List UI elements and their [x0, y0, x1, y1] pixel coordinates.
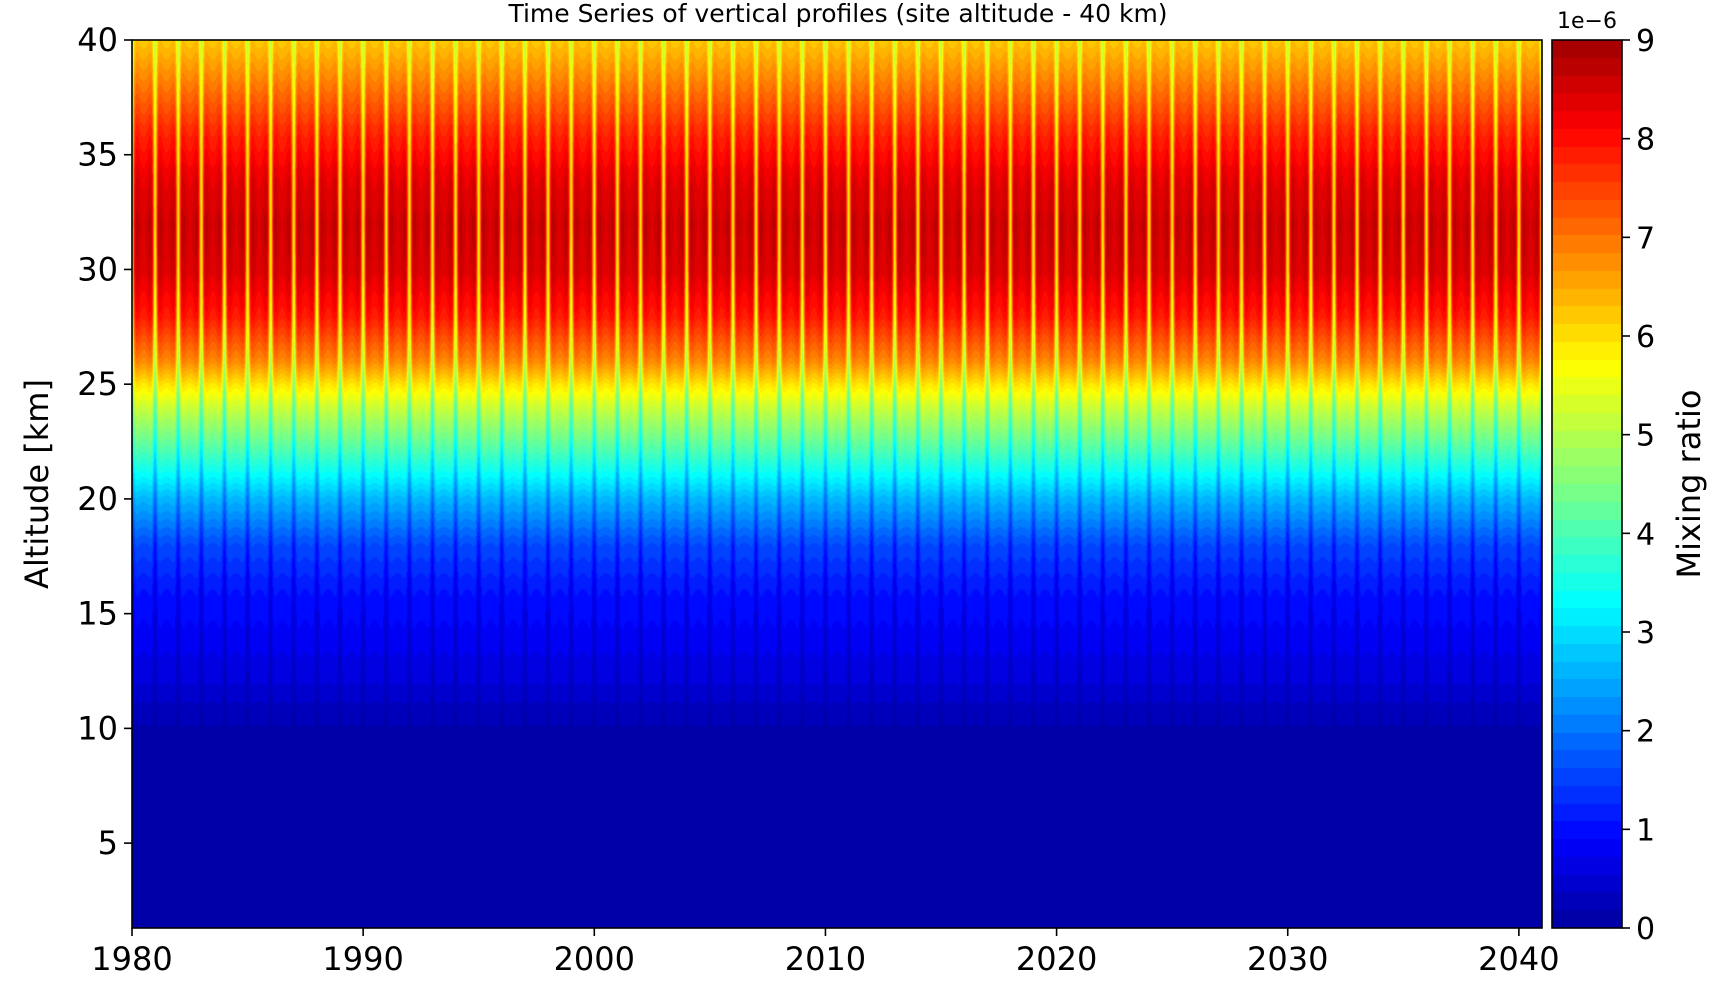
chart-title: Time Series of vertical profiles (site a…	[507, 0, 1167, 28]
colorbar-tick-label: 1	[1636, 813, 1655, 848]
heatmap-plot-area	[131, 39, 1543, 929]
y-tick-label: 25	[77, 365, 118, 403]
heatmap-image	[132, 40, 1542, 928]
colorbar-axis: 0 1 2 3 4 5 6 7 8 9	[1622, 24, 1655, 947]
colorbar-tick-label: 4	[1636, 517, 1655, 552]
y-tick-label: 30	[77, 250, 118, 288]
colorbar-tick-label: 3	[1636, 616, 1655, 651]
x-tick-label: 1980	[91, 940, 172, 978]
x-axis: 1980 1990 2000 2010 2020 2030 2040	[91, 928, 1560, 978]
x-tick-label: 2030	[1247, 940, 1328, 978]
colorbar: 0 1 2 3 4 5 6 7 8 9 1e−6 Mixing ratio	[1551, 9, 1708, 947]
y-tick-label: 35	[77, 136, 118, 174]
x-tick-label: 2040	[1478, 940, 1559, 978]
y-axis: 5 10 15 20 25 30 35 40	[77, 21, 132, 862]
colorbar-label: Mixing ratio	[1670, 390, 1708, 579]
x-tick-label: 1990	[322, 940, 403, 978]
y-tick-label: 15	[77, 595, 118, 633]
x-tick-label: 2010	[785, 940, 866, 978]
colorbar-tick-label: 2	[1636, 715, 1655, 750]
plot-frame	[131, 39, 1543, 929]
y-tick-label: 20	[77, 480, 118, 518]
colorbar-tick-label: 9	[1636, 24, 1655, 59]
colorbar-tick-label: 5	[1636, 419, 1655, 454]
y-tick-label: 40	[77, 21, 118, 59]
colorbar-frame	[1551, 39, 1623, 929]
colorbar-tick-label: 6	[1636, 320, 1655, 355]
y-tick-label: 5	[98, 824, 118, 862]
colorbar-tick-label: 8	[1636, 123, 1655, 158]
colorbar-offset-text: 1e−6	[1557, 9, 1617, 34]
colorbar-tick-label: 7	[1636, 221, 1655, 256]
y-axis-label: Altitude [km]	[18, 379, 56, 589]
colorbar-gradient	[1552, 40, 1622, 928]
y-tick-label: 10	[77, 709, 118, 747]
x-tick-label: 2000	[554, 940, 635, 978]
colorbar-tick-label: 0	[1636, 912, 1655, 947]
x-tick-label: 2020	[1016, 940, 1097, 978]
